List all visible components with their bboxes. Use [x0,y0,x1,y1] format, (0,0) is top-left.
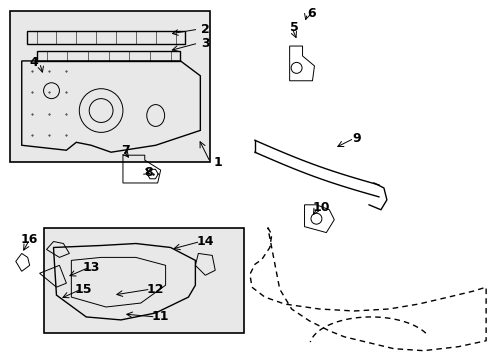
Text: 8: 8 [144,166,153,179]
Bar [43,228,244,333]
Text: 12: 12 [146,283,164,296]
Text: 15: 15 [74,283,92,296]
Text: 3: 3 [201,37,209,50]
Text: 6: 6 [306,7,315,20]
Bar [10,11,210,162]
Text: 10: 10 [312,201,329,214]
Text: 13: 13 [82,261,100,274]
Text: 4: 4 [29,57,38,69]
Text: 16: 16 [21,233,38,246]
Text: 1: 1 [213,156,222,168]
Text: 11: 11 [152,310,169,323]
Text: 14: 14 [196,235,214,248]
Text: 9: 9 [352,132,361,145]
Text: 7: 7 [122,144,130,157]
Text: 5: 5 [290,21,298,34]
Text: 2: 2 [201,23,209,36]
